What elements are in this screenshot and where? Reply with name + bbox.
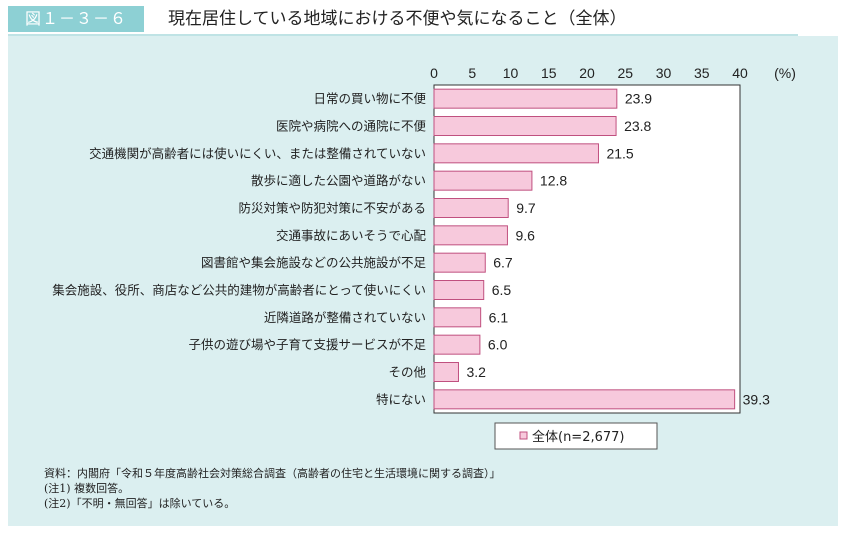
bar — [433, 307, 482, 328]
data-label: 6.5 — [492, 282, 512, 298]
x-tick-label: 25 — [617, 65, 633, 81]
x-tick-label: 0 — [430, 65, 438, 81]
figure-header: 図１－３－６ 現在居住している地域における不便や気になること（全体） — [0, 0, 846, 36]
bar — [433, 362, 459, 382]
bar — [433, 225, 508, 246]
data-label: 21.5 — [606, 145, 633, 161]
x-tick-label: 40 — [732, 65, 748, 81]
category-label: 図書館や集会施設などの公共施設が不足 — [201, 255, 427, 270]
data-label: 23.9 — [625, 91, 652, 107]
category-label: 近隣道路が整備されていない — [264, 310, 426, 325]
data-label: 12.8 — [540, 173, 567, 189]
x-tick-label: 15 — [541, 65, 557, 81]
note-source: 資料：内閣府「令和５年度高齢社会対策総合調査（高齢者の住宅と生活環境に関する調査… — [44, 467, 501, 480]
category-label: 散歩に適した公園や道路がない — [251, 173, 426, 188]
bar — [433, 170, 533, 191]
figure-label: 図１－３－６ — [8, 6, 144, 32]
x-tick-label: 30 — [656, 65, 672, 81]
plot-area — [433, 84, 741, 414]
data-label: 39.3 — [743, 391, 770, 407]
data-label: 9.7 — [516, 200, 536, 216]
x-tick-label: 5 — [468, 65, 476, 81]
title-underline — [8, 34, 798, 36]
x-tick-label: 20 — [579, 65, 595, 81]
bar — [433, 252, 486, 273]
bar — [433, 198, 509, 218]
data-label: 3.2 — [466, 364, 486, 380]
category-label: 日常の買い物に不便 — [313, 91, 426, 106]
data-label: 6.1 — [489, 309, 509, 325]
category-label: 交通機関が高齢者には使いにくい、または整備されていない — [89, 146, 426, 161]
data-label: 23.8 — [624, 118, 651, 134]
bar — [433, 88, 618, 109]
category-label: 特にない — [376, 392, 426, 407]
category-label: その他 — [388, 365, 426, 380]
bar — [433, 334, 481, 355]
data-label: 6.7 — [493, 255, 513, 271]
category-label: 防災対策や防犯対策に不安がある — [238, 201, 426, 216]
legend-label: 全体(n=2,677) — [532, 429, 625, 445]
x-unit-label: (%) — [774, 65, 796, 81]
category-label: 子供の遊び場や子育て支援サービスが不足 — [188, 337, 426, 352]
note-2: (注2)「不明・無回答」は除いている。 — [44, 497, 236, 510]
bar — [433, 389, 736, 410]
figure-notes: 資料：内閣府「令和５年度高齢社会対策総合調査（高齢者の住宅と生活環境に関する調査… — [44, 466, 501, 511]
x-tick-label: 35 — [694, 65, 710, 81]
category-label: 集会施設、役所、商店など公共的建物が高齢者にとって使いにくい — [52, 283, 426, 298]
figure-title: 現在居住している地域における不便や気になること（全体） — [168, 9, 627, 29]
bar — [433, 116, 617, 136]
legend-swatch — [519, 431, 528, 440]
note-1: (注1) 複数回答。 — [44, 482, 130, 495]
bar — [433, 143, 599, 164]
bar — [433, 280, 485, 300]
category-label: 医院や病院への通院に不便 — [276, 119, 427, 134]
x-tick-label: 10 — [503, 65, 519, 81]
data-label: 9.6 — [515, 227, 535, 243]
data-label: 6.0 — [488, 337, 508, 353]
category-label: 交通事故にあいそうで心配 — [276, 228, 427, 243]
